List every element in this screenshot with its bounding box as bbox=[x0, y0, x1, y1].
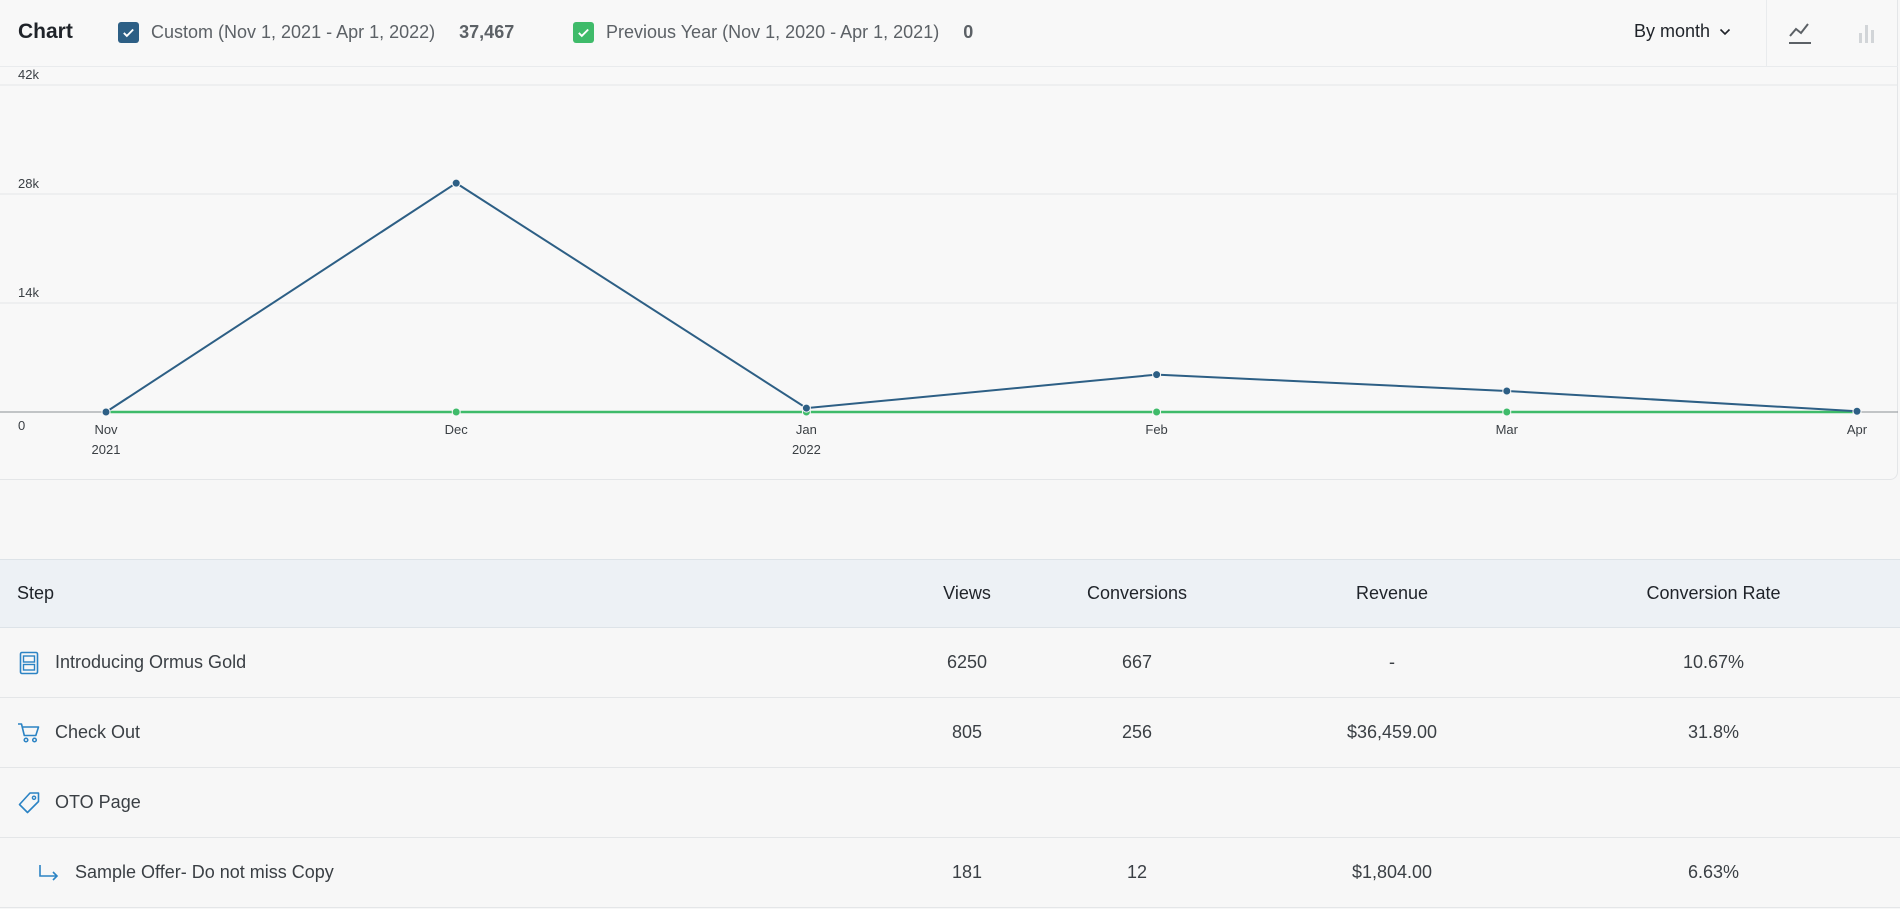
table-row[interactable]: Check Out 805 256 $36,459.00 31.8% bbox=[0, 697, 1900, 768]
revenue-cell bbox=[1257, 767, 1527, 838]
legend-total-custom: 37,467 bbox=[459, 22, 515, 42]
y-tick-label: 14k bbox=[18, 285, 39, 300]
chevron-down-icon bbox=[1719, 28, 1731, 35]
line-chart-icon bbox=[1789, 23, 1811, 44]
views-cell: 805 bbox=[797, 697, 1017, 768]
cart-icon bbox=[17, 721, 41, 745]
legend-item-previous-year[interactable]: Previous Year (Nov 1, 2020 - Apr 1, 2021… bbox=[573, 22, 973, 43]
x-tick-label: Feb bbox=[1145, 422, 1167, 437]
x-tick-sublabel: 2022 bbox=[792, 442, 821, 457]
legend-label-custom: Custom (Nov 1, 2021 - Apr 1, 2022) bbox=[151, 22, 436, 42]
bar-chart-icon bbox=[1859, 25, 1874, 43]
table-row[interactable]: Sample Offer- Do not miss Copy 181 12 $1… bbox=[0, 837, 1900, 908]
data-point bbox=[1152, 370, 1162, 380]
x-tick-label: Dec bbox=[445, 422, 469, 437]
conversion-rate-cell bbox=[1527, 767, 1900, 838]
conversions-cell bbox=[1017, 767, 1257, 838]
tag-icon bbox=[17, 791, 41, 815]
step-name: Introducing Ormus Gold bbox=[55, 652, 247, 672]
data-point bbox=[1502, 386, 1512, 396]
conversions-cell: 12 bbox=[1017, 837, 1257, 908]
steps-table: Step Views Conversions Revenue Conversio… bbox=[0, 559, 1900, 908]
series-line bbox=[105, 181, 1858, 413]
data-point bbox=[451, 407, 461, 417]
table-row[interactable]: OTO Page bbox=[0, 767, 1900, 838]
y-tick-label: 28k bbox=[18, 176, 39, 191]
data-point bbox=[101, 407, 111, 417]
x-tick-label: Mar bbox=[1496, 422, 1519, 437]
chart-panel: Chart Custom (Nov 1, 2021 - Apr 1, 2022)… bbox=[0, 0, 1898, 480]
conversions-cell: 256 bbox=[1017, 697, 1257, 768]
table-header-row: Step Views Conversions Revenue Conversio… bbox=[0, 559, 1900, 628]
data-point bbox=[451, 178, 461, 188]
data-point bbox=[1152, 407, 1162, 417]
legend-total-previous-year: 0 bbox=[963, 22, 974, 42]
chart-header: Chart Custom (Nov 1, 2021 - Apr 1, 2022)… bbox=[0, 0, 1898, 67]
x-tick-label: Jan bbox=[796, 422, 817, 437]
page-icon bbox=[17, 651, 41, 675]
legend-label-previous-year: Previous Year (Nov 1, 2020 - Apr 1, 2021… bbox=[606, 22, 940, 42]
revenue-cell: - bbox=[1257, 627, 1527, 698]
column-header-conversion-rate[interactable]: Conversion Rate bbox=[1527, 559, 1900, 628]
chart-view-toggle bbox=[1766, 0, 1899, 66]
y-tick-label: 42k bbox=[18, 67, 39, 82]
conversion-rate-cell: 6.63% bbox=[1527, 837, 1900, 908]
group-by-label: By month bbox=[1634, 21, 1711, 41]
step-name: OTO Page bbox=[55, 792, 141, 812]
group-by-dropdown[interactable]: By month bbox=[1634, 21, 1731, 42]
views-cell: 6250 bbox=[797, 627, 1017, 698]
y-tick-label: 0 bbox=[18, 418, 25, 433]
views-cell: 181 bbox=[797, 837, 1017, 908]
data-point bbox=[1852, 406, 1862, 416]
legend-item-custom[interactable]: Custom (Nov 1, 2021 - Apr 1, 2022) 37,46… bbox=[118, 22, 514, 43]
column-header-views[interactable]: Views bbox=[797, 559, 1017, 628]
sub-arrow-icon bbox=[37, 861, 61, 885]
column-header-conversions[interactable]: Conversions bbox=[1017, 559, 1257, 628]
x-tick-label: Apr bbox=[1847, 422, 1868, 437]
table-row[interactable]: Introducing Ormus Gold 6250 667 - 10.67% bbox=[0, 627, 1900, 698]
revenue-cell: $1,804.00 bbox=[1257, 837, 1527, 908]
step-name: Check Out bbox=[55, 722, 141, 742]
revenue-cell: $36,459.00 bbox=[1257, 697, 1527, 768]
conversion-rate-cell: 10.67% bbox=[1527, 627, 1900, 698]
x-tick-label: Nov bbox=[94, 422, 118, 437]
views-cell bbox=[797, 767, 1017, 838]
x-tick-sublabel: 2021 bbox=[92, 442, 121, 457]
data-point bbox=[1502, 407, 1512, 417]
conversions-cell: 667 bbox=[1017, 627, 1257, 698]
data-point bbox=[801, 403, 811, 413]
column-header-revenue[interactable]: Revenue bbox=[1257, 559, 1527, 628]
chart-title: Chart bbox=[18, 20, 73, 43]
conversion-rate-cell: 31.8% bbox=[1527, 697, 1900, 768]
step-name: Sample Offer- Do not miss Copy bbox=[75, 862, 334, 882]
checkbox-checked-icon[interactable] bbox=[118, 22, 139, 43]
bar-chart-view-button[interactable] bbox=[1833, 0, 1899, 66]
line-chart: 0 14k 28k 42k Nov 2021 Dec Jan 2022 Feb Mar Apr bbox=[0, 67, 1898, 457]
checkbox-checked-icon[interactable] bbox=[573, 22, 594, 43]
column-header-step[interactable]: Step bbox=[0, 559, 797, 628]
line-chart-view-button[interactable] bbox=[1767, 0, 1833, 66]
